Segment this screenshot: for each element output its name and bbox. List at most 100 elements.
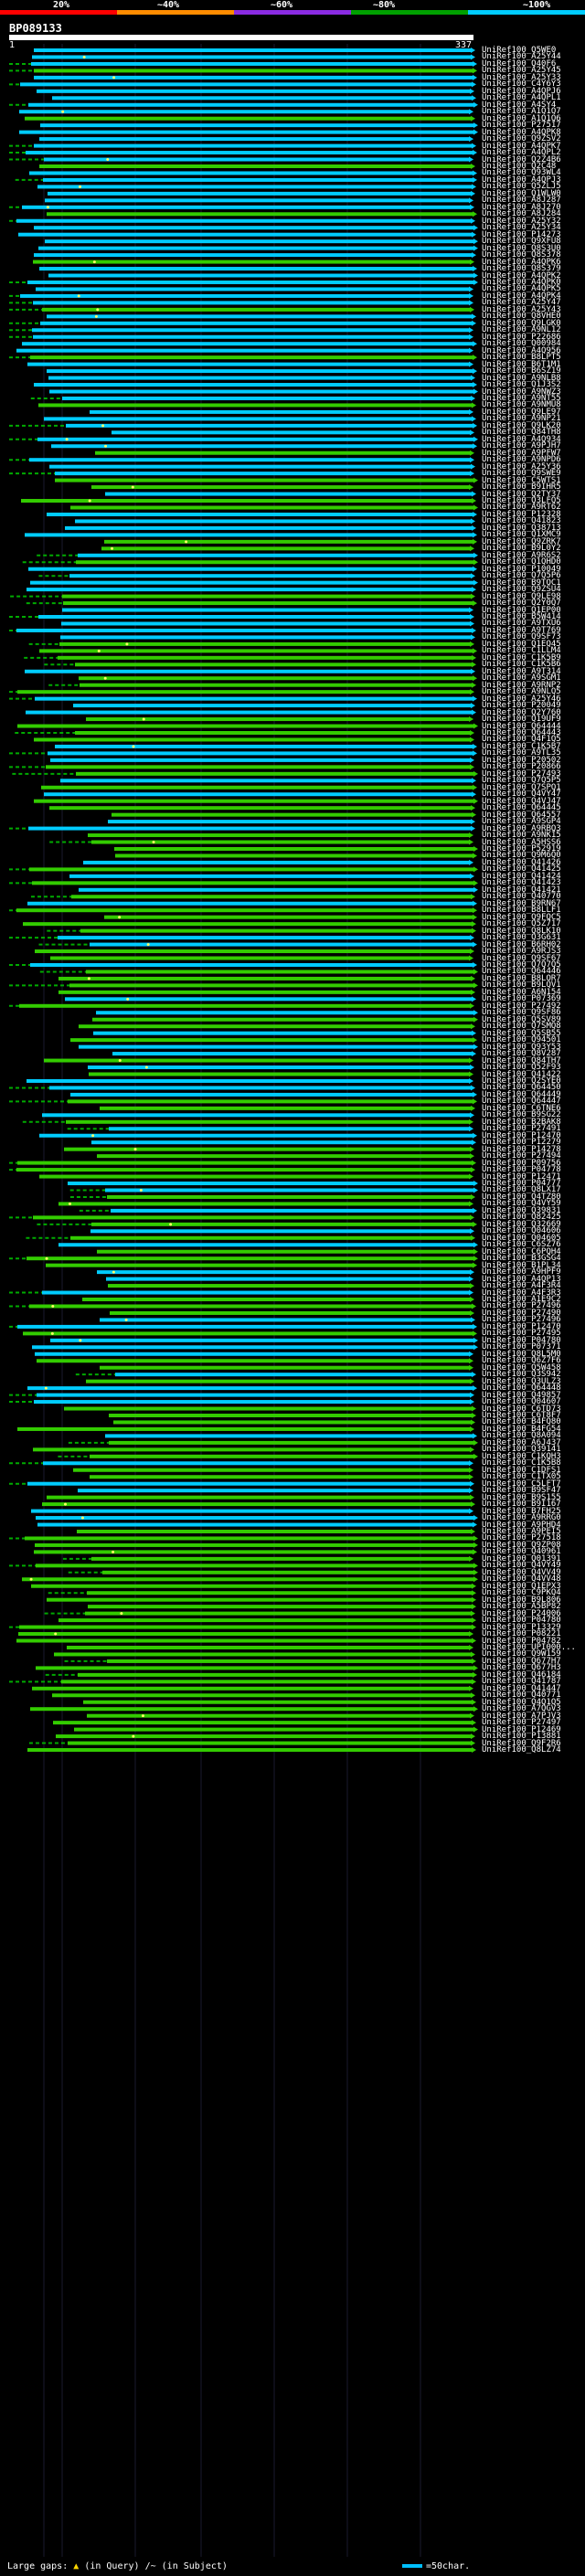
hit-label[interactable]: UniRef100_Q01391 [482,1553,561,1564]
hit-label[interactable]: UniRef100_A9SGM1 [482,673,561,684]
hit-label[interactable]: UniRef100_Q4F1Q5 [482,735,561,745]
hit-label[interactable]: UniRef100_Q9SF86 [482,1008,561,1018]
hit-label[interactable]: UniRef100_P27518 [482,1533,561,1543]
hit-label[interactable]: UniRef100_Q04605 [482,1233,561,1243]
hit-label[interactable]: UniRef100_Q5WE0 [482,46,557,55]
hit-label[interactable]: UniRef100_Q7SMQ8 [482,1022,561,1032]
hit-label[interactable]: UniRef100_Q9SF73 [482,632,561,642]
hit-label[interactable]: UniRef100_A9PHD4 [482,1520,561,1530]
hit-label[interactable]: UniRef100_A4QPK6 [482,257,561,267]
hit-label[interactable]: UniRef100_P20502 [482,755,561,765]
hit-label[interactable]: UniRef100_B9L806 [482,1595,561,1605]
hit-label[interactable]: UniRef100_P22686 [482,332,561,342]
hit-label[interactable]: UniRef100_P12470 [482,1321,561,1331]
hit-label[interactable]: UniRef100_Q1EPX3 [482,1581,561,1591]
hit-label[interactable]: UniRef100_P27496 [482,1301,561,1311]
hit-label[interactable]: UniRef100_Q8V287 [482,1049,561,1059]
hit-label[interactable]: UniRef100_Q677H7 [482,1656,561,1666]
hit-label[interactable]: UniRef100_Q49857 [482,1390,561,1400]
hit-label[interactable]: UniRef100_Q7SPQ1 [482,782,561,792]
hit-label[interactable]: UniRef100_Q1WLW0 [482,188,561,198]
hit-label[interactable]: UniRef100_Q7Q5P5 [482,776,561,786]
hit-label[interactable]: UniRef100_Q4VY59 [482,1199,561,1209]
hit-label[interactable]: UniRef100_Q40771 [482,1691,561,1701]
hit-label[interactable]: UniRef100_A9T769 [482,625,561,635]
hit-label[interactable]: UniRef100_A25Y33 [482,72,561,82]
hit-label[interactable]: UniRef100_C1K5B6 [482,660,561,670]
hit-label[interactable]: UniRef100_A9R6S2 [482,550,561,560]
hit-label[interactable]: UniRef100_A9TL35 [482,748,561,758]
hit-label[interactable]: UniRef100_A9HPF9 [482,1267,561,1277]
hit-label[interactable]: UniRef100_Q4VY47 [482,790,561,800]
hit-label[interactable]: UniRef100_Q1J3S2 [482,380,561,390]
hit-label[interactable]: UniRef100_A9RNP2 [482,680,561,690]
hit-label[interactable]: UniRef100_A9NLB8 [482,373,561,383]
hit-label[interactable]: UniRef100_Q6Z7F6 [482,1356,561,1366]
hit-label[interactable]: UniRef100_A4F3R3 [482,1288,561,1298]
hit-label[interactable]: UniRef100_Q39141 [482,1445,561,1455]
hit-label[interactable]: UniRef100_Q9SWE9 [482,469,561,479]
hit-label[interactable]: UniRef100_Q2Z4B6 [482,154,561,164]
hit-label[interactable]: UniRef100_Q41423 [482,878,561,888]
hit-label[interactable]: UniRef100_A9TXU6 [482,619,561,629]
hit-label[interactable]: UniRef100_Q677H3 [482,1663,561,1673]
hit-label[interactable]: UniRef100_Q40F6 [482,58,557,69]
hit-label[interactable]: UniRef100_A5BP82 [482,1602,561,1612]
hit-label[interactable]: UniRef100_A7QGV3 [482,1704,561,1714]
hit-label[interactable]: UniRef100_P12470 [482,1130,561,1140]
hit-label[interactable]: UniRef100_Q2Y760 [482,707,561,717]
hit-label[interactable]: UniRef100_A9NT55 [482,393,561,403]
hit-label[interactable]: UniRef100_P07371 [482,1342,561,1352]
hit-label[interactable]: UniRef100_Q64445 [482,803,561,813]
hit-label[interactable]: UniRef100_A4Q956 [482,345,561,355]
hit-label[interactable]: UniRef100_Q8LK10 [482,926,561,936]
hit-label[interactable]: UniRef100_P14278 [482,1144,561,1154]
hit-label[interactable]: UniRef100_Q1XMC9 [482,530,561,540]
hit-label[interactable]: UniRef100_Q2Y0Q7 [482,599,561,609]
hit-label[interactable]: UniRef100_A9NP21 [482,414,561,424]
hit-label[interactable]: UniRef100_C6SZ76 [482,1240,561,1250]
hit-label[interactable]: UniRef100_Q64444 [482,721,561,731]
hit-label[interactable]: UniRef100_B9TOC1 [482,578,561,588]
hit-label[interactable]: UniRef100_P13881 [482,1732,561,1742]
hit-label[interactable]: UniRef100_Q5Z717 [482,919,561,929]
hit-label[interactable]: UniRef100_A9T314 [482,666,561,676]
hit-label[interactable]: UniRef100_Q40961 [482,1547,561,1557]
hit-label[interactable]: UniRef100_C1K5B8 [482,1458,561,1468]
hit-label[interactable]: UniRef100_P27493 [482,769,561,779]
hit-label[interactable]: UniRef100_A4QP13 [482,1274,561,1284]
hit-label[interactable]: UniRef100_Q5ZLJ5 [482,182,561,192]
hit-label[interactable]: UniRef100_A4QPK5 [482,284,561,294]
hit-label[interactable]: UniRef100_P12471 [482,1171,561,1182]
hit-label[interactable]: UniRef100_A9RJS3 [482,947,561,957]
hit-label[interactable]: UniRef100_UPI000... [482,1642,576,1652]
hit-label[interactable]: UniRef100_P27497 [482,1718,561,1728]
hit-label[interactable]: UniRef100_Q9ZRK7 [482,536,561,546]
hit-label[interactable]: UniRef100_A4SY4 [482,100,557,110]
hit-label[interactable]: UniRef100_A4QPK8 [482,127,561,137]
hit-label[interactable]: UniRef100_Q4VV48 [482,1574,561,1585]
hit-label[interactable]: UniRef100_Q82425 [482,1213,561,1223]
hit-label[interactable]: UniRef100_A9RRG0 [482,1513,561,1523]
hit-label[interactable]: UniRef100_Q3S942 [482,1370,561,1380]
hit-label[interactable]: UniRef100_C1LLM4 [482,646,561,656]
hit-label[interactable]: UniRef100_Q04606 [482,1226,561,1236]
hit-label[interactable]: UniRef100_A5HSS6 [482,837,561,847]
hit-label[interactable]: UniRef100_Q8S379 [482,264,561,274]
hit-label[interactable]: UniRef100_P12469 [482,1724,561,1734]
hit-label[interactable]: UniRef100_B9I167 [482,1500,561,1510]
hit-label[interactable]: UniRef100_P14273 [482,229,561,239]
hit-label[interactable]: UniRef100_B6SZ19 [482,366,561,376]
hit-label[interactable]: UniRef100_Q4Q1Q5 [482,1697,561,1707]
hit-label[interactable]: UniRef100_Q93Y53 [482,1042,561,1052]
hit-label[interactable]: UniRef100_A9NLQ5 [482,687,561,697]
hit-label[interactable]: UniRef100_B9SF47 [482,1486,561,1496]
hit-label[interactable]: UniRef100_Q64446 [482,967,561,977]
hit-label[interactable]: UniRef100_P27490 [482,1308,561,1318]
hit-label[interactable]: UniRef100_Q41422 [482,1069,561,1079]
hit-label[interactable]: UniRef100_Q39831 [482,1205,561,1215]
hit-label[interactable]: UniRef100_P04777 [482,1179,561,1189]
hit-label[interactable]: UniRef100_Q41421 [482,885,561,895]
hit-label[interactable]: UniRef100_Q38713 [482,523,561,533]
hit-label[interactable]: UniRef100_A4QPL1 [482,93,561,103]
